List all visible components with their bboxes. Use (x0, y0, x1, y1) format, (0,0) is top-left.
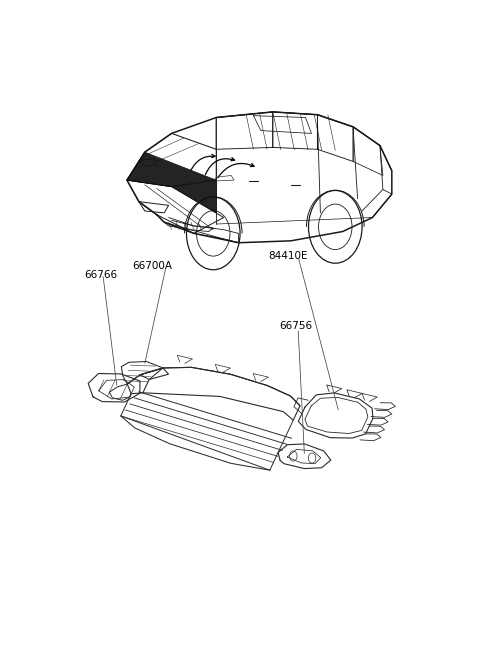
Polygon shape (127, 152, 216, 213)
Text: 66756: 66756 (279, 321, 312, 331)
Text: 66766: 66766 (84, 270, 117, 279)
FancyArrowPatch shape (218, 163, 254, 178)
FancyArrowPatch shape (205, 157, 235, 174)
FancyArrowPatch shape (191, 154, 215, 171)
Text: 84410E: 84410E (268, 251, 308, 260)
Text: 66700A: 66700A (132, 260, 172, 271)
